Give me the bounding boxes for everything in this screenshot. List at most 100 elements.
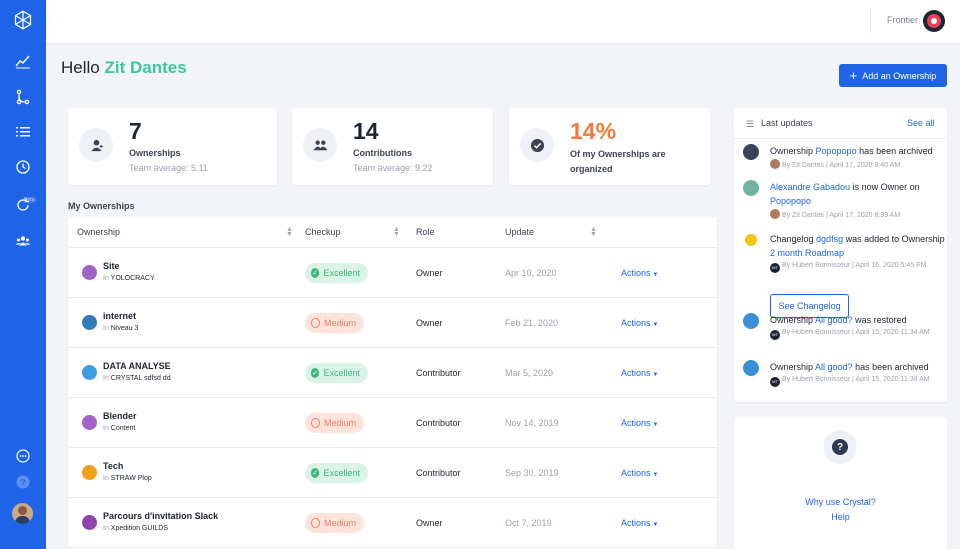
ownership-name[interactable]: Parcours d'invitation Slack <box>103 511 219 521</box>
ownership-name[interactable]: internet <box>103 311 137 321</box>
ownership-parent: In CRYSTAL sdfsd dd <box>103 375 171 382</box>
ownership-avatar <box>82 415 97 430</box>
ownership-avatar <box>743 313 759 329</box>
ownership-avatar <box>743 360 759 376</box>
caret-down-icon: ▼ <box>652 322 659 328</box>
update-text: Alexandre Gabadou is now Owner on Popopo… <box>770 182 920 206</box>
ownership-name[interactable]: DATA ANALYSE <box>103 361 171 371</box>
stat-sub: Team average: 5.11 <box>129 163 208 173</box>
ownership-parent: In Niveau 3 <box>103 325 139 332</box>
update-date: Nov 14, 2019 <box>505 418 559 428</box>
ownership-link[interactable]: 2 month Roadmap <box>770 248 845 258</box>
actions-dropdown[interactable]: Actions ▼ <box>621 368 659 378</box>
filter-icon: ☰ <box>746 119 755 129</box>
stat-label: Of my Ownerships are organized <box>570 149 666 174</box>
column-header-ownership[interactable]: Ownership <box>77 227 121 237</box>
add-ownership-button[interactable]: + Add an Ownership <box>839 64 947 87</box>
actions-dropdown[interactable]: Actions ▼ <box>621 418 659 428</box>
section-title: My Ownerships <box>68 201 135 211</box>
panel-title: Last updates <box>761 118 813 128</box>
page-title: Hello Zit Dantes <box>61 58 187 78</box>
ownership-link[interactable]: Popopopo <box>815 146 857 156</box>
logo-icon[interactable] <box>0 8 46 32</box>
ownership-link[interactable]: All good? <box>815 362 853 372</box>
ownership-parent: In Content <box>103 425 136 432</box>
help-link[interactable]: Help <box>831 512 850 522</box>
list-icon[interactable] <box>0 120 46 144</box>
role: Owner <box>416 518 443 528</box>
ownership-avatar <box>82 465 97 480</box>
check-icon: ✓ <box>311 368 320 378</box>
update-date: Apr 10, 2020 <box>505 268 557 278</box>
sidebar: Beta ? <box>0 0 46 549</box>
actions-dropdown[interactable]: Actions ▼ <box>621 518 659 528</box>
checkup-badge: Medium <box>305 513 364 533</box>
table-row[interactable]: Tech In STRAW Plop ✓ Excellent Contributor Se… <box>68 448 717 498</box>
stat-label: Ownerships <box>129 148 181 158</box>
org-name[interactable]: Frontier <box>887 15 919 25</box>
column-header-checkup[interactable]: Checkup <box>305 227 341 237</box>
changelog-link[interactable]: dgdfsg <box>816 234 844 244</box>
actions-dropdown[interactable]: Actions ▼ <box>621 318 659 328</box>
ownership-name[interactable]: Tech <box>103 461 124 471</box>
see-all-link[interactable]: See all <box>907 118 935 128</box>
ownership-avatar <box>82 515 97 530</box>
role: Owner <box>416 268 443 278</box>
update-meta: By Zit Dantes | April 17, 2020 8:40 AM <box>770 159 945 171</box>
chart-icon[interactable] <box>0 49 46 73</box>
user-name: Zit Dantes <box>104 58 187 77</box>
stat-card-contributions: 14 Contributions Team average: 9.22 <box>292 108 493 185</box>
table-header: Ownership ▲ ▼ Checkup ▲ ▼ Role Update ▲ ▼ <box>68 217 717 248</box>
table-row[interactable]: Site In YOLOCRACY ✓ Excellent Owner Apr 10, 2… <box>68 248 717 298</box>
update-date: Mar 5, 2020 <box>505 368 554 378</box>
table-row[interactable]: Parcours d'invitation Slack In Xpedition … <box>68 498 717 548</box>
branch-icon[interactable] <box>0 85 46 109</box>
actions-dropdown[interactable]: Actions ▼ <box>621 268 659 278</box>
ownership-link[interactable]: Popopopo <box>770 196 812 206</box>
table-row[interactable]: Blender In Content Medium Contributor Nov 14… <box>68 398 717 448</box>
check-icon: ✓ <box>311 468 320 478</box>
help-icon[interactable]: ? <box>0 470 46 494</box>
user-link[interactable]: Alexandre Gabadou <box>770 182 851 192</box>
chat-icon[interactable] <box>0 444 46 468</box>
last-updates-panel: ☰ Last updates See all Ownership Popopop… <box>734 108 947 402</box>
table-row[interactable]: internet In Niveau 3 Medium Owner Feb 21, 20… <box>68 298 717 348</box>
update-meta: MT By Hubert Bonnisseur | April 16, 2020 … <box>770 261 945 273</box>
divider <box>734 138 947 139</box>
update-date: Oct 7, 2019 <box>505 518 552 528</box>
ownerships-table: Ownership ▲ ▼ Checkup ▲ ▼ Role Update ▲ ▼ S… <box>68 217 717 549</box>
role: Contributor <box>416 368 461 378</box>
sort-icon[interactable]: ▲ ▼ <box>393 226 400 238</box>
stat-value: 14 <box>353 118 379 144</box>
history-icon[interactable] <box>0 155 46 179</box>
table-row[interactable]: DATA ANALYSE In CRYSTAL sdfsd dd ✓ Excellen… <box>68 348 717 398</box>
ownership-link[interactable]: All good? <box>815 315 853 325</box>
refresh-icon[interactable] <box>0 193 46 217</box>
check-circle-icon <box>520 128 554 162</box>
actions-dropdown[interactable]: Actions ▼ <box>621 468 659 478</box>
see-changelog-button[interactable]: See Changelog <box>770 294 849 318</box>
update-text: Ownership All good? was restored <box>770 315 907 325</box>
user-avatar <box>743 180 759 196</box>
update-text: Ownership All good? has been archived <box>770 362 929 372</box>
caret-down-icon: ▼ <box>652 522 659 528</box>
gauge-icon <box>311 418 320 428</box>
why-crystal-link[interactable]: Why use Crystal? <box>805 497 876 507</box>
beta-badge: Beta <box>22 197 37 203</box>
smiley-icon <box>745 234 757 246</box>
update-meta: MT By Hubert Bonnisseur | April 15, 2020 … <box>770 375 945 387</box>
greeting: Hello <box>61 58 100 77</box>
users-icon <box>303 128 337 162</box>
user-avatar[interactable] <box>12 503 33 524</box>
sort-icon[interactable]: ▲ ▼ <box>286 226 293 238</box>
ownership-name[interactable]: Blender <box>103 411 137 421</box>
team-icon[interactable] <box>0 229 46 253</box>
column-header-update[interactable]: Update <box>505 227 535 237</box>
ownership-avatar <box>743 144 759 160</box>
divider <box>870 9 871 33</box>
org-logo[interactable] <box>923 10 945 32</box>
update-meta: MT By Hubert Bonnisseur | April 15, 2020 … <box>770 328 945 340</box>
sort-icon[interactable]: ▲ ▼ <box>590 226 597 238</box>
update-meta: By Zit Dantes | April 17, 2020 8:39 AM <box>770 209 945 221</box>
ownership-name[interactable]: Site <box>103 261 120 271</box>
